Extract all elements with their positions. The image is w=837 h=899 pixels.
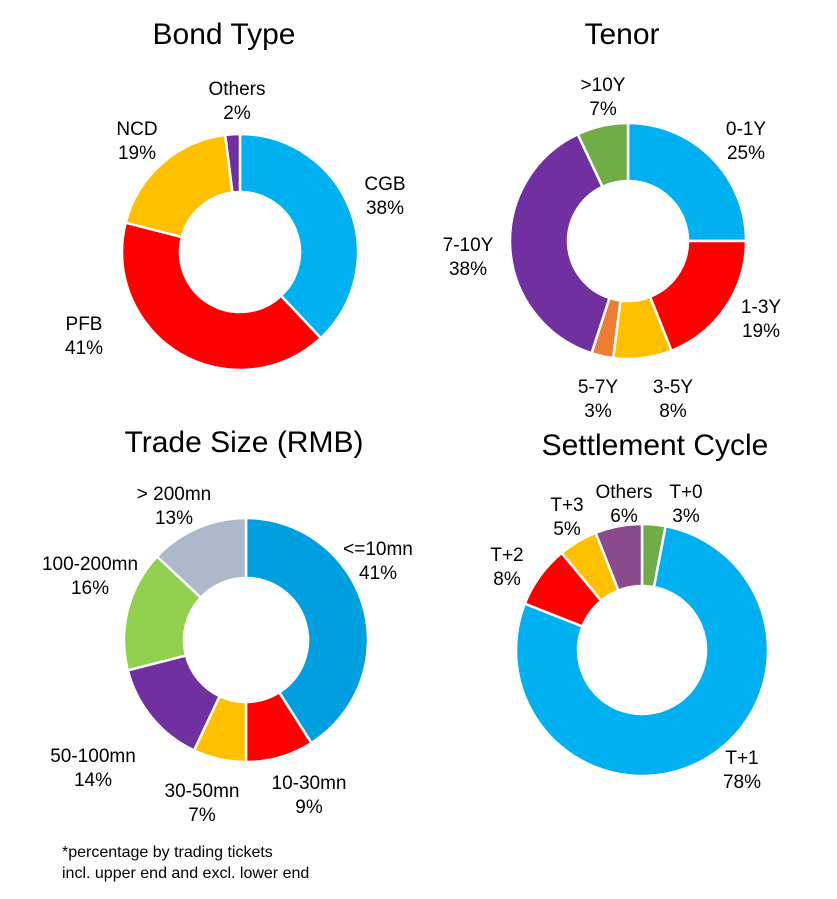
slice-label-ncd: NCD 19%: [116, 119, 157, 164]
slice-label-others: Others 2%: [208, 79, 265, 124]
slice-label-pfb: PFB 41%: [65, 314, 103, 359]
slice-label-30-50mn: 30-50mn 7%: [165, 781, 240, 826]
chart-title: Settlement Cycle: [542, 429, 769, 462]
footnote: *percentage by trading tickets incl. upp…: [62, 842, 309, 884]
slice-label-200mn: > 200mn 13%: [137, 484, 211, 529]
slice-0-1y: [626, 121, 748, 243]
slice-t-1: [514, 524, 770, 778]
slice-cgb: [238, 132, 360, 340]
slice-label-1-3y: 1-3Y 19%: [741, 297, 781, 342]
footnote-line-1: *percentage by trading tickets: [62, 844, 273, 861]
slice-others: [593, 522, 644, 593]
chart-title: Trade Size (RMB): [125, 426, 364, 459]
slice-label-0-1y: 0-1Y 25%: [726, 119, 766, 164]
slice-10mn: [244, 516, 370, 745]
slice-label-t-3: T+3 5%: [550, 495, 583, 540]
slice-label-10mn: <=10mn 41%: [343, 539, 413, 584]
slice-label-cgb: CGB 38%: [364, 174, 405, 219]
slice-label-100-200mn: 100-200mn 16%: [42, 554, 138, 599]
donut-chart-2: Tenor 0-1Y 25% 1-3Y 19% 3-5Y 8% 5-7Y 3% 7-10Y 38% >…: [443, 18, 782, 422]
slice-others: [223, 132, 242, 194]
slice-label-t-2: T+2 8%: [490, 545, 523, 590]
donut-chart-3: Trade Size (RMB) <=10mn 41% 10-30mn 9% 30-50m…: [42, 426, 413, 826]
donut-chart-4: Settlement Cycle T+0 3% T+1 78% T+2 8% T+3 5% Oth…: [490, 429, 770, 793]
slice-200mn: [155, 516, 248, 600]
slice-label-10y: >10Y 7%: [581, 75, 626, 120]
slice-label-7-10y: 7-10Y 38%: [443, 235, 494, 280]
donut-chart-1: Bond Type CGB 38% PFB 41% NCD 19% Others 2%: [65, 18, 406, 372]
slice-label-5-7y: 5-7Y 3%: [578, 377, 618, 422]
slice-10y: [576, 121, 630, 189]
chart-title: Bond Type: [153, 18, 296, 51]
slice-label-others: Others 6%: [595, 482, 652, 527]
slice-7-10y: [508, 132, 612, 355]
slice-label-t-1: T+1 78%: [723, 748, 761, 793]
slice-label-10-30mn: 10-30mn 9%: [272, 773, 347, 818]
footnote-line-2: incl. upper end and excl. lower end: [62, 865, 310, 882]
chart-title: Tenor: [584, 18, 659, 51]
slice-label-50-100mn: 50-100mn 14%: [50, 746, 136, 791]
slice-label-3-5y: 3-5Y 8%: [653, 377, 693, 422]
slice-label-t-0: T+0 3%: [669, 482, 702, 527]
slice-pfb: [120, 221, 323, 372]
